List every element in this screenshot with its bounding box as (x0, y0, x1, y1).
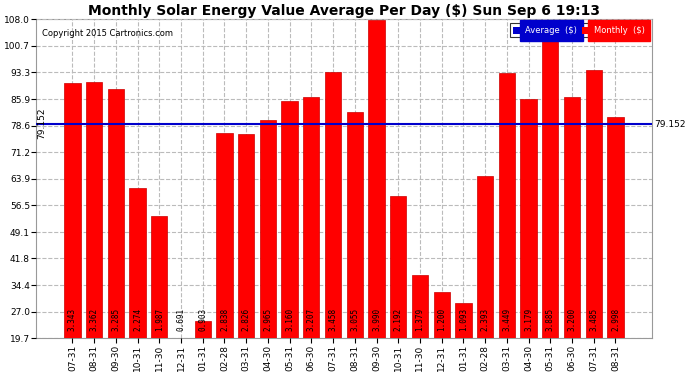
Legend: Average  ($), Monthly  ($): Average ($), Monthly ($) (511, 24, 647, 38)
Text: 1.987: 1.987 (155, 308, 164, 331)
Bar (390, 196, 406, 375)
Bar (64, 83, 81, 375)
Text: 0.691: 0.691 (177, 308, 186, 331)
Bar (195, 321, 211, 375)
Bar (151, 216, 168, 375)
Bar (542, 30, 558, 375)
Title: Monthly Solar Energy Value Average Per Day ($) Sun Sep 6 19:13: Monthly Solar Energy Value Average Per D… (88, 4, 600, 18)
Text: 1.379: 1.379 (415, 308, 424, 331)
Text: 3.285: 3.285 (111, 308, 120, 331)
Bar (108, 89, 124, 375)
Bar (607, 117, 624, 375)
Bar (499, 73, 515, 375)
Text: 3.485: 3.485 (589, 308, 598, 331)
Bar (477, 176, 493, 375)
Text: 3.990: 3.990 (372, 308, 381, 331)
Bar (520, 99, 537, 375)
Bar (282, 101, 298, 375)
Text: 3.885: 3.885 (546, 308, 555, 331)
Bar (564, 98, 580, 375)
Bar (412, 275, 428, 375)
Bar (259, 120, 276, 375)
Bar (455, 303, 471, 375)
Text: 3.449: 3.449 (502, 308, 511, 331)
Bar (303, 97, 319, 375)
Text: 2.826: 2.826 (241, 308, 250, 331)
Bar (346, 111, 363, 375)
Text: 1.093: 1.093 (459, 308, 468, 331)
Text: 0.903: 0.903 (198, 308, 207, 331)
Bar (173, 342, 189, 375)
Bar (216, 133, 233, 375)
Text: 3.207: 3.207 (307, 308, 316, 331)
Text: 2.998: 2.998 (611, 308, 620, 331)
Text: 3.343: 3.343 (68, 308, 77, 331)
Bar (368, 20, 384, 375)
Text: 3.362: 3.362 (90, 308, 99, 331)
Bar (586, 70, 602, 375)
Bar (238, 134, 255, 375)
Bar (86, 82, 102, 375)
Text: 2.393: 2.393 (481, 308, 490, 331)
Text: 3.179: 3.179 (524, 308, 533, 331)
Text: 2.838: 2.838 (220, 308, 229, 331)
Text: 3.200: 3.200 (567, 308, 577, 331)
Text: 3.055: 3.055 (351, 308, 359, 331)
Text: 3.458: 3.458 (328, 308, 337, 331)
Text: 79.152: 79.152 (37, 108, 46, 139)
Text: Copyright 2015 Cartronics.com: Copyright 2015 Cartronics.com (43, 29, 173, 38)
Bar (433, 292, 450, 375)
Text: 1.200: 1.200 (437, 308, 446, 331)
Text: 2.192: 2.192 (394, 308, 403, 331)
Text: 2.965: 2.965 (264, 308, 273, 331)
Text: 2.274: 2.274 (133, 308, 142, 331)
Bar (130, 188, 146, 375)
Text: 3.160: 3.160 (285, 308, 294, 331)
Bar (325, 72, 342, 375)
